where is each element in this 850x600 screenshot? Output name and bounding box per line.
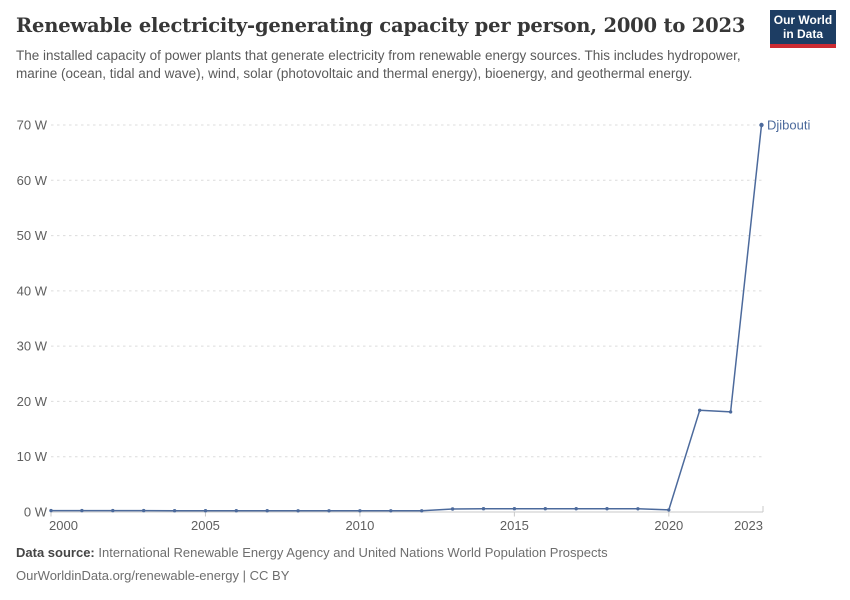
x-axis-tick-label: 2005: [191, 518, 220, 533]
data-point: [759, 122, 764, 128]
data-point: [605, 507, 609, 511]
data-point: [481, 507, 486, 511]
y-axis-tick-label: 70 W: [17, 118, 48, 133]
data-line: [51, 124, 763, 512]
data-point: [265, 509, 269, 513]
y-axis-tick-label: 40 W: [17, 283, 48, 298]
y-axis-tick-label: 10 W: [17, 449, 48, 464]
data-point: [142, 508, 146, 513]
owid-logo-red-bar: [770, 44, 836, 48]
data-source-line: Data source: International Renewable Ene…: [16, 545, 816, 561]
chart-footer: Data source: International Renewable Ene…: [16, 545, 816, 584]
page-title: Renewable electricity-generating capacit…: [16, 14, 746, 37]
data-point: [296, 509, 300, 513]
y-axis-tick-label: 30 W: [17, 339, 48, 354]
data-point: [234, 509, 238, 513]
chart-subtitle: The installed capacity of power plants t…: [16, 48, 741, 81]
x-axis-tick-label: 2023: [734, 518, 763, 533]
y-axis-tick-label: 50 W: [17, 228, 48, 243]
footer-link: OurWorldinData.org/renewable-energy | CC…: [16, 568, 290, 583]
x-axis-tick-label: 2015: [500, 518, 529, 533]
data-source-label: Data source:: [16, 545, 95, 560]
data-point: [728, 410, 733, 414]
data-point: [80, 508, 84, 513]
owid-logo: Our World in Data: [770, 10, 836, 48]
data-source-text: International Renewable Energy Agency an…: [98, 545, 608, 560]
chart-header: Renewable electricity-generating capacit…: [16, 12, 761, 82]
owid-logo-text: Our World in Data: [770, 10, 836, 44]
data-point: [172, 509, 177, 513]
data-point: [636, 507, 640, 511]
data-point: [49, 508, 53, 513]
data-point: [203, 509, 208, 513]
x-axis-tick-label: 2010: [345, 518, 374, 533]
data-point: [667, 508, 671, 512]
series-end-label: Djibouti: [767, 118, 810, 133]
data-point: [389, 509, 393, 513]
x-axis-tick-label: 2020: [654, 518, 683, 533]
owid-logo-line1: Our World: [773, 13, 833, 27]
data-point: [358, 509, 362, 513]
data-point: [327, 509, 331, 513]
data-point: [450, 507, 455, 511]
x-axis-tick-label: 2000: [49, 518, 78, 533]
y-axis-tick-label: 20 W: [17, 394, 48, 409]
data-point: [111, 508, 115, 513]
data-point: [543, 507, 547, 511]
data-point: [420, 509, 424, 513]
y-axis-tick-label: 0 W: [24, 505, 48, 520]
data-point: [512, 507, 517, 511]
owid-logo-line2: in Data: [782, 27, 823, 41]
y-axis-tick-label: 60 W: [17, 173, 48, 188]
data-point: [698, 408, 702, 412]
data-point: [574, 507, 578, 511]
